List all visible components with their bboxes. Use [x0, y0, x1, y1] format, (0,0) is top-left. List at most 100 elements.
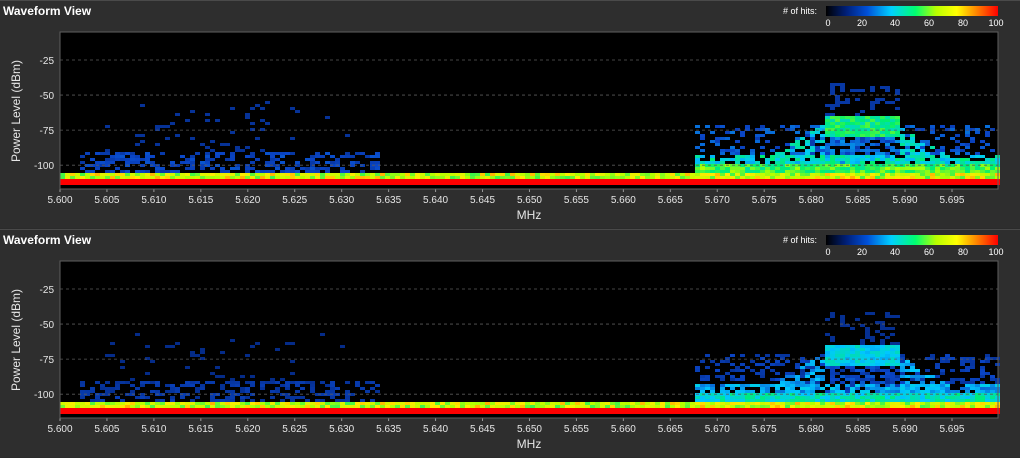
heatmap-cell	[890, 357, 895, 360]
heatmap-cell	[615, 405, 620, 408]
heatmap-cell	[800, 170, 805, 173]
heatmap-cell	[805, 366, 810, 369]
heatmap-cell	[975, 387, 980, 390]
heatmap-cell	[155, 399, 160, 402]
heatmap-cell	[60, 408, 65, 411]
heatmap-cell	[880, 125, 885, 128]
heatmap-cell	[950, 167, 955, 170]
x-tick-label: 5.650	[517, 424, 542, 435]
heatmap-cell	[335, 158, 340, 161]
heatmap-cell	[815, 125, 820, 128]
heatmap-cell	[465, 411, 470, 414]
heatmap-cell	[135, 411, 140, 414]
heatmap-cell	[840, 324, 845, 327]
heatmap-cell	[105, 381, 110, 384]
heatmap-cell	[985, 396, 990, 399]
heatmap-cell	[700, 155, 705, 158]
heatmap-cell	[115, 176, 120, 179]
heatmap-cell	[600, 402, 605, 405]
heatmap-cell	[695, 146, 700, 149]
heatmap-cell	[385, 173, 390, 176]
heatmap-cell	[810, 176, 815, 179]
heatmap-cell	[855, 408, 860, 411]
heatmap-cell	[170, 345, 175, 348]
heatmap-cell	[255, 182, 260, 185]
heatmap-cell	[770, 131, 775, 134]
heatmap-cell	[210, 399, 215, 402]
heatmap-cell	[875, 170, 880, 173]
heatmap-cell	[940, 360, 945, 363]
heatmap-cell	[800, 369, 805, 372]
heatmap-cell	[760, 155, 765, 158]
heatmap-cell	[740, 155, 745, 158]
heatmap-cell	[980, 366, 985, 369]
heatmap-cell	[210, 173, 215, 176]
heatmap-cell	[500, 411, 505, 414]
heatmap-cell	[915, 176, 920, 179]
heatmap-cell	[885, 387, 890, 390]
heatmap-cell	[75, 179, 80, 182]
heatmap-cell	[135, 158, 140, 161]
heatmap-cell	[690, 173, 695, 176]
heatmap-cell	[780, 176, 785, 179]
heatmap-cell	[800, 402, 805, 405]
heatmap-cell	[345, 411, 350, 414]
heatmap-cell	[885, 152, 890, 155]
heatmap-cell	[870, 122, 875, 125]
heatmap-cell	[220, 179, 225, 182]
heatmap-cell	[845, 384, 850, 387]
heatmap-cell	[395, 402, 400, 405]
heatmap-cell	[230, 393, 235, 396]
heatmap-cell	[895, 182, 900, 185]
heatmap-cell	[780, 158, 785, 161]
heatmap-cell	[950, 179, 955, 182]
heatmap-cell	[245, 405, 250, 408]
heatmap-cell	[830, 104, 835, 107]
heatmap-cell	[805, 375, 810, 378]
heatmap-cell	[890, 119, 895, 122]
heatmap-cell	[710, 173, 715, 176]
heatmap-cell	[200, 402, 205, 405]
heatmap-cell	[635, 411, 640, 414]
heatmap-cell	[895, 348, 900, 351]
heatmap-cell	[530, 402, 535, 405]
heatmap-cell	[640, 411, 645, 414]
heatmap-cell	[930, 411, 935, 414]
heatmap-cell	[695, 158, 700, 161]
heatmap-cell	[785, 360, 790, 363]
heatmap-cell	[600, 408, 605, 411]
heatmap-cell	[410, 176, 415, 179]
heatmap-cell	[190, 137, 195, 140]
heatmap-cell	[385, 182, 390, 185]
heatmap-cell	[750, 170, 755, 173]
heatmap-cell	[630, 176, 635, 179]
heatmap-cell	[90, 399, 95, 402]
heatmap-cell	[830, 131, 835, 134]
heatmap-cell	[885, 336, 890, 339]
heatmap-cell	[830, 387, 835, 390]
heatmap-cell	[945, 402, 950, 405]
heatmap-cell	[865, 327, 870, 330]
heatmap-cell	[985, 173, 990, 176]
heatmap-cell	[770, 179, 775, 182]
heatmap-cell	[370, 399, 375, 402]
heatmap-cell	[125, 158, 130, 161]
heatmap-cell	[830, 405, 835, 408]
heatmap-cell	[840, 351, 845, 354]
heatmap-cell	[830, 390, 835, 393]
heatmap-cell	[985, 399, 990, 402]
heatmap-cell	[435, 408, 440, 411]
heatmap-cell	[735, 393, 740, 396]
heatmap-cell	[665, 176, 670, 179]
heatmap-cell	[915, 378, 920, 381]
heatmap-cell	[235, 149, 240, 152]
heatmap-cell	[695, 179, 700, 182]
heatmap-cell	[965, 384, 970, 387]
heatmap-cell	[440, 182, 445, 185]
heatmap-cell	[110, 390, 115, 393]
heatmap-cell	[920, 173, 925, 176]
heatmap-cell	[695, 396, 700, 399]
heatmap-cell	[160, 408, 165, 411]
